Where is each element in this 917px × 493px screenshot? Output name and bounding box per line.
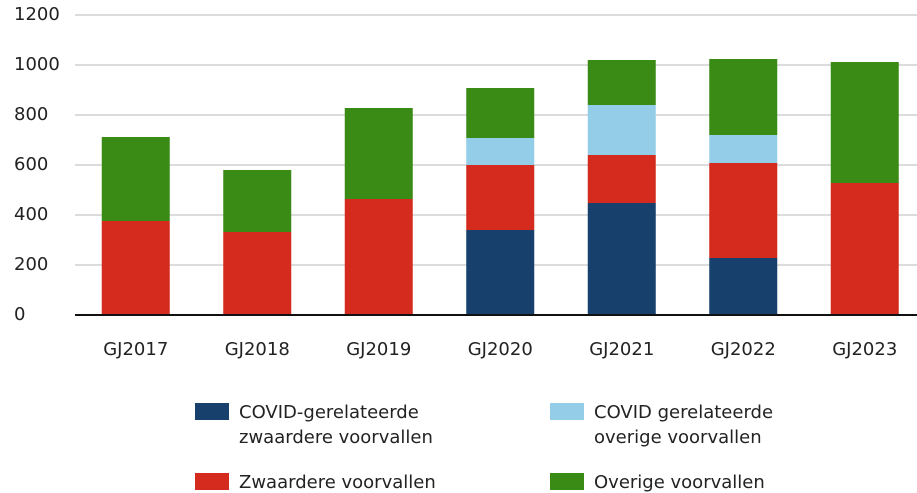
legend-item: COVID gerelateerde overige voorvallen bbox=[550, 400, 824, 450]
bar-segment bbox=[223, 232, 292, 315]
bar-segment bbox=[587, 203, 656, 315]
legend-item: Overige voorvallen bbox=[550, 470, 824, 493]
bar-segment bbox=[709, 59, 778, 135]
legend-swatch bbox=[195, 403, 229, 420]
x-tick-label: GJ2022 bbox=[711, 339, 776, 360]
bar-segment bbox=[709, 163, 778, 258]
legend-label: COVID gerelateerde overige voorvallen bbox=[594, 402, 774, 448]
legend-label: Zwaardere voorvallen bbox=[239, 472, 436, 493]
y-tick-label: 200 bbox=[14, 254, 48, 275]
x-tick-label: GJ2023 bbox=[832, 339, 897, 360]
y-tick-label: 0 bbox=[14, 304, 25, 325]
bar-segment bbox=[101, 137, 170, 221]
legend-label: COVID-gerelateerde zwaardere voorvallen bbox=[239, 402, 433, 448]
bar-segment bbox=[709, 135, 778, 163]
legend-item: COVID-gerelateerde zwaardere voorvallen bbox=[195, 400, 469, 450]
legend-swatch bbox=[550, 403, 584, 420]
bar-segment bbox=[344, 199, 413, 315]
legend-swatch bbox=[195, 473, 229, 490]
legend-label: Overige voorvallen bbox=[594, 472, 765, 493]
y-tick-label: 1200 bbox=[14, 4, 60, 25]
bar-segment bbox=[344, 108, 413, 199]
y-tick-label: 800 bbox=[14, 104, 48, 125]
x-tick-label: GJ2021 bbox=[589, 339, 654, 360]
bar-segment bbox=[587, 60, 656, 105]
x-tick-label: GJ2017 bbox=[103, 339, 168, 360]
bar-segment bbox=[101, 221, 170, 315]
bar-segment bbox=[587, 105, 656, 155]
legend-item: Zwaardere voorvallen bbox=[195, 470, 469, 493]
y-tick-label: 400 bbox=[14, 204, 48, 225]
bar-segment bbox=[466, 165, 535, 230]
bar-segment bbox=[466, 138, 535, 165]
y-tick-label: 1000 bbox=[14, 54, 60, 75]
y-tick-label: 600 bbox=[14, 154, 48, 175]
bar-segment bbox=[709, 258, 778, 315]
bar-segment bbox=[466, 230, 535, 315]
x-tick-label: GJ2019 bbox=[346, 339, 411, 360]
bar-segment bbox=[466, 88, 535, 138]
legend-swatch bbox=[550, 473, 584, 490]
bar-segment bbox=[830, 183, 899, 315]
x-tick-label: GJ2018 bbox=[225, 339, 290, 360]
bar-segment bbox=[223, 170, 292, 232]
bar-segment bbox=[830, 62, 899, 183]
bar-segment bbox=[587, 155, 656, 203]
x-tick-label: GJ2020 bbox=[468, 339, 533, 360]
